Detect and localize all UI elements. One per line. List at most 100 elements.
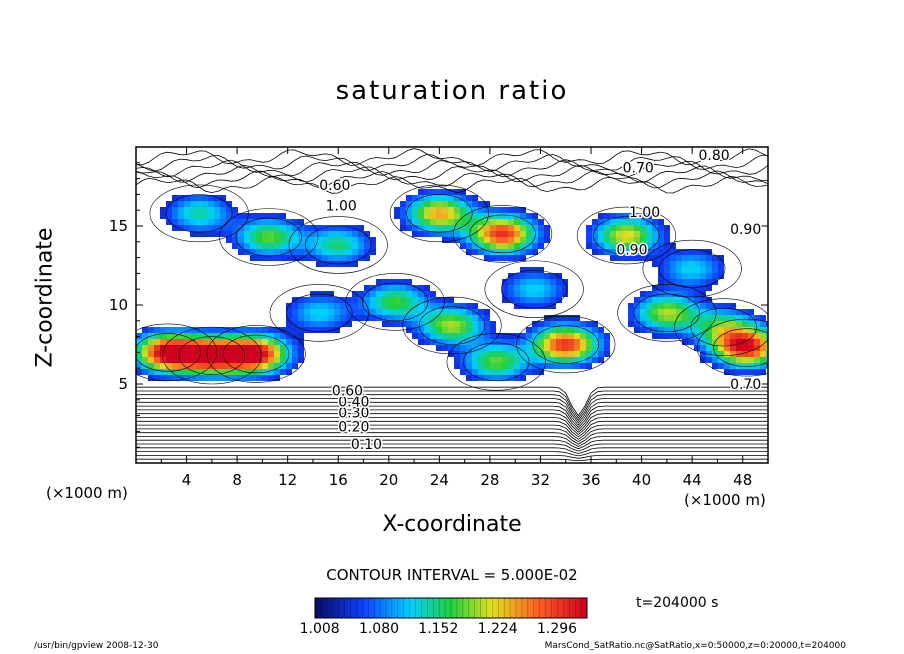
field-cell: [646, 249, 652, 255]
field-cell: [604, 213, 610, 219]
field-cell: [592, 327, 598, 333]
field-cell: [568, 351, 574, 357]
field-cell: [136, 345, 142, 351]
field-cell: [622, 237, 628, 243]
field-cell: [298, 345, 304, 351]
field-cell: [232, 357, 238, 363]
field-cell: [448, 297, 454, 303]
field-cell: [178, 225, 184, 231]
field-cell: [436, 345, 442, 351]
field-cell: [316, 261, 322, 267]
field-cell: [616, 243, 622, 249]
field-cell: [310, 255, 316, 261]
field-cell: [568, 345, 574, 351]
field-cell: [256, 231, 262, 237]
field-cell: [526, 231, 532, 237]
field-cell: [592, 339, 598, 345]
field-cell: [754, 363, 760, 369]
field-cell: [472, 237, 478, 243]
field-cell: [700, 249, 706, 255]
field-cell: [598, 333, 604, 339]
field-cell: [430, 321, 436, 327]
field-cell: [346, 255, 352, 261]
field-cell: [322, 237, 328, 243]
field-cell: [574, 327, 580, 333]
field-cell: [676, 303, 682, 309]
field-cell: [742, 339, 748, 345]
field-cell: [394, 291, 400, 297]
x-tick-label: 32: [531, 471, 550, 489]
field-cell: [634, 309, 640, 315]
field-cell: [382, 309, 388, 315]
field-cell: [556, 345, 562, 351]
field-cell: [712, 309, 718, 315]
field-cell: [598, 327, 604, 333]
field-cell: [430, 327, 436, 333]
field-cell: [466, 315, 472, 321]
field-cell: [760, 333, 766, 339]
field-cell: [694, 339, 700, 345]
contour-line: [136, 170, 768, 189]
field-cell: [436, 189, 442, 195]
field-cell: [670, 333, 676, 339]
field-cell: [190, 333, 196, 339]
field-cell: [142, 351, 148, 357]
field-cell: [436, 321, 442, 327]
contour-loop: [532, 325, 599, 364]
field-cell: [160, 363, 166, 369]
field-cell: [556, 339, 562, 345]
field-cell: [178, 357, 184, 363]
field-cell: [628, 213, 634, 219]
contour-line: [136, 451, 768, 457]
field-cell: [178, 363, 184, 369]
field-cell: [196, 339, 202, 345]
field-cell: [442, 297, 448, 303]
field-cell: [520, 357, 526, 363]
field-cell: [196, 363, 202, 369]
field-cell: [760, 327, 766, 333]
field-cell: [220, 357, 226, 363]
field-cell: [724, 363, 730, 369]
contour-line: [136, 432, 768, 445]
field-cell: [598, 213, 604, 219]
time-label: t=204000 s: [636, 595, 719, 611]
field-cell: [682, 339, 688, 345]
field-cell: [610, 255, 616, 261]
field-cell: [400, 297, 406, 303]
field-cell: [394, 213, 400, 219]
field-cell: [466, 309, 472, 315]
field-cell: [532, 225, 538, 231]
field-cell: [652, 297, 658, 303]
field-cell: [694, 273, 700, 279]
field-cell: [406, 201, 412, 207]
field-cell: [676, 333, 682, 339]
field-cell: [664, 303, 670, 309]
field-cell: [622, 243, 628, 249]
field-cell: [154, 375, 160, 381]
field-cell: [316, 237, 322, 243]
field-cell: [652, 237, 658, 243]
field-cell: [460, 201, 466, 207]
field-cell: [328, 255, 334, 261]
field-cell: [526, 285, 532, 291]
field-cell: [748, 327, 754, 333]
field-cell: [694, 297, 700, 303]
field-cell: [244, 357, 250, 363]
field-cell: [712, 345, 718, 351]
field-cell: [544, 351, 550, 357]
field-cell: [184, 351, 190, 357]
field-cell: [334, 309, 340, 315]
field-cell: [562, 327, 568, 333]
field-cell: [232, 243, 238, 249]
field-cell: [508, 255, 514, 261]
contour-line: [136, 148, 768, 167]
field-cell: [454, 345, 460, 351]
field-cell: [454, 339, 460, 345]
field-cell: [220, 201, 226, 207]
field-cell: [742, 345, 748, 351]
field-cell: [760, 369, 766, 375]
field-cell: [532, 369, 538, 375]
field-cell: [262, 225, 268, 231]
field-cell: [526, 219, 532, 225]
field-cell: [196, 351, 202, 357]
